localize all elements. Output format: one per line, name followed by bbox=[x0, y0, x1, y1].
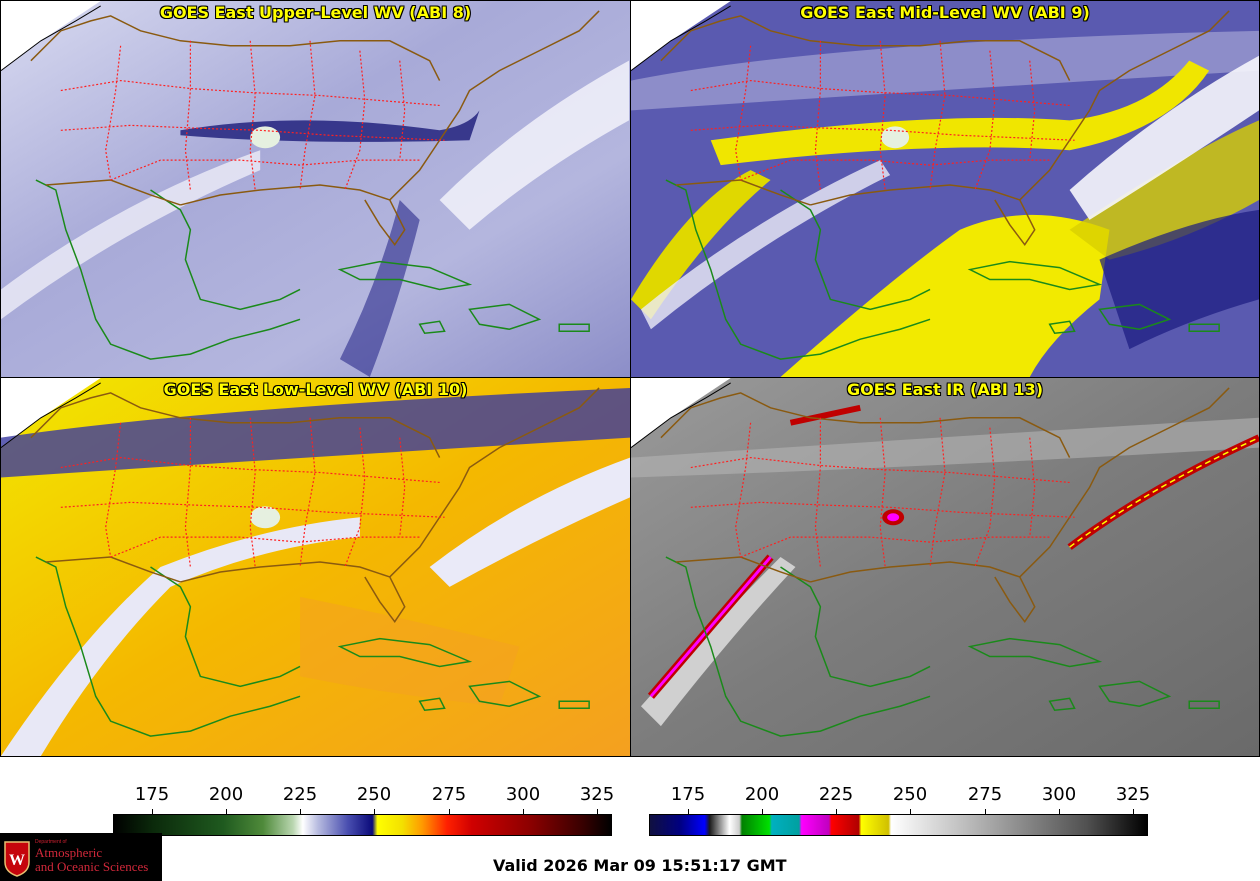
wv-colorbar-tick bbox=[449, 809, 450, 814]
ir-panel: GOES East IR (ABI 13) bbox=[630, 377, 1260, 757]
ir-colorbar-tick bbox=[1133, 809, 1134, 814]
upper-level-wv-image bbox=[1, 1, 630, 377]
wv-colorbar-tick bbox=[226, 809, 227, 814]
ir-colorbar-tick bbox=[910, 809, 911, 814]
upper-level-wv-panel: GOES East Upper-Level WV (ABI 8) bbox=[0, 0, 631, 378]
ir-image bbox=[631, 378, 1259, 756]
valid-time: Valid 2026 Mar 09 15:51:17 GMT bbox=[493, 856, 787, 875]
ir-colorbar-tick-label: 250 bbox=[892, 784, 928, 805]
uw-crest-icon: W bbox=[4, 841, 30, 877]
ir-colorbar-tick bbox=[985, 809, 986, 814]
ir-colorbar bbox=[649, 814, 1148, 836]
low-level-wv-panel: GOES East Low-Level WV (ABI 10) bbox=[0, 377, 631, 757]
ir-colorbar-tick-label: 175 bbox=[670, 784, 706, 805]
ir-title: GOES East IR (ABI 13) bbox=[846, 380, 1044, 399]
ir-colorbar-tick-label: 200 bbox=[744, 784, 780, 805]
wv-colorbar-tick-label: 225 bbox=[282, 784, 318, 805]
wv-colorbar-tick bbox=[300, 809, 301, 814]
low-level-wv-image bbox=[1, 378, 630, 756]
ir-colorbar-tick bbox=[1059, 809, 1060, 814]
wv-colorbar bbox=[113, 814, 612, 836]
mid-level-wv-image bbox=[631, 1, 1259, 377]
ir-colorbar-tick bbox=[762, 809, 763, 814]
upper-level-wv-title: GOES East Upper-Level WV (ABI 8) bbox=[159, 3, 472, 22]
mid-level-wv-title: GOES East Mid-Level WV (ABI 9) bbox=[800, 3, 1090, 22]
ir-colorbar-tick bbox=[688, 809, 689, 814]
wv-colorbar-tick bbox=[374, 809, 375, 814]
wv-colorbar-tick-label: 250 bbox=[356, 784, 392, 805]
wv-colorbar-tick-label: 275 bbox=[431, 784, 467, 805]
wv-colorbar-tick bbox=[152, 809, 153, 814]
wv-colorbar-tick-label: 175 bbox=[134, 784, 170, 805]
low-level-wv-title: GOES East Low-Level WV (ABI 10) bbox=[163, 380, 468, 399]
wv-colorbar-tick bbox=[523, 809, 524, 814]
ir-colorbar-tick-label: 325 bbox=[1115, 784, 1151, 805]
wv-colorbar-tick-label: 300 bbox=[505, 784, 541, 805]
ir-colorbar-tick-label: 275 bbox=[967, 784, 1003, 805]
logo-dept-text: Department of bbox=[35, 839, 67, 845]
ir-colorbar-tick-label: 300 bbox=[1041, 784, 1077, 805]
wv-colorbar-tick bbox=[597, 809, 598, 814]
svg-text:W: W bbox=[9, 852, 25, 869]
mid-level-wv-panel: GOES East Mid-Level WV (ABI 9) bbox=[630, 0, 1260, 378]
logo-line1: Atmospheric bbox=[35, 845, 103, 860]
ir-colorbar-tick-label: 225 bbox=[818, 784, 854, 805]
wv-colorbar-tick-label: 325 bbox=[579, 784, 615, 805]
logo-line2: and Oceanic Sciences bbox=[35, 859, 149, 874]
aos-logo: W Department of Atmospheric and Oceanic … bbox=[0, 833, 162, 881]
ir-colorbar-tick bbox=[836, 809, 837, 814]
wv-colorbar-tick-label: 200 bbox=[208, 784, 244, 805]
